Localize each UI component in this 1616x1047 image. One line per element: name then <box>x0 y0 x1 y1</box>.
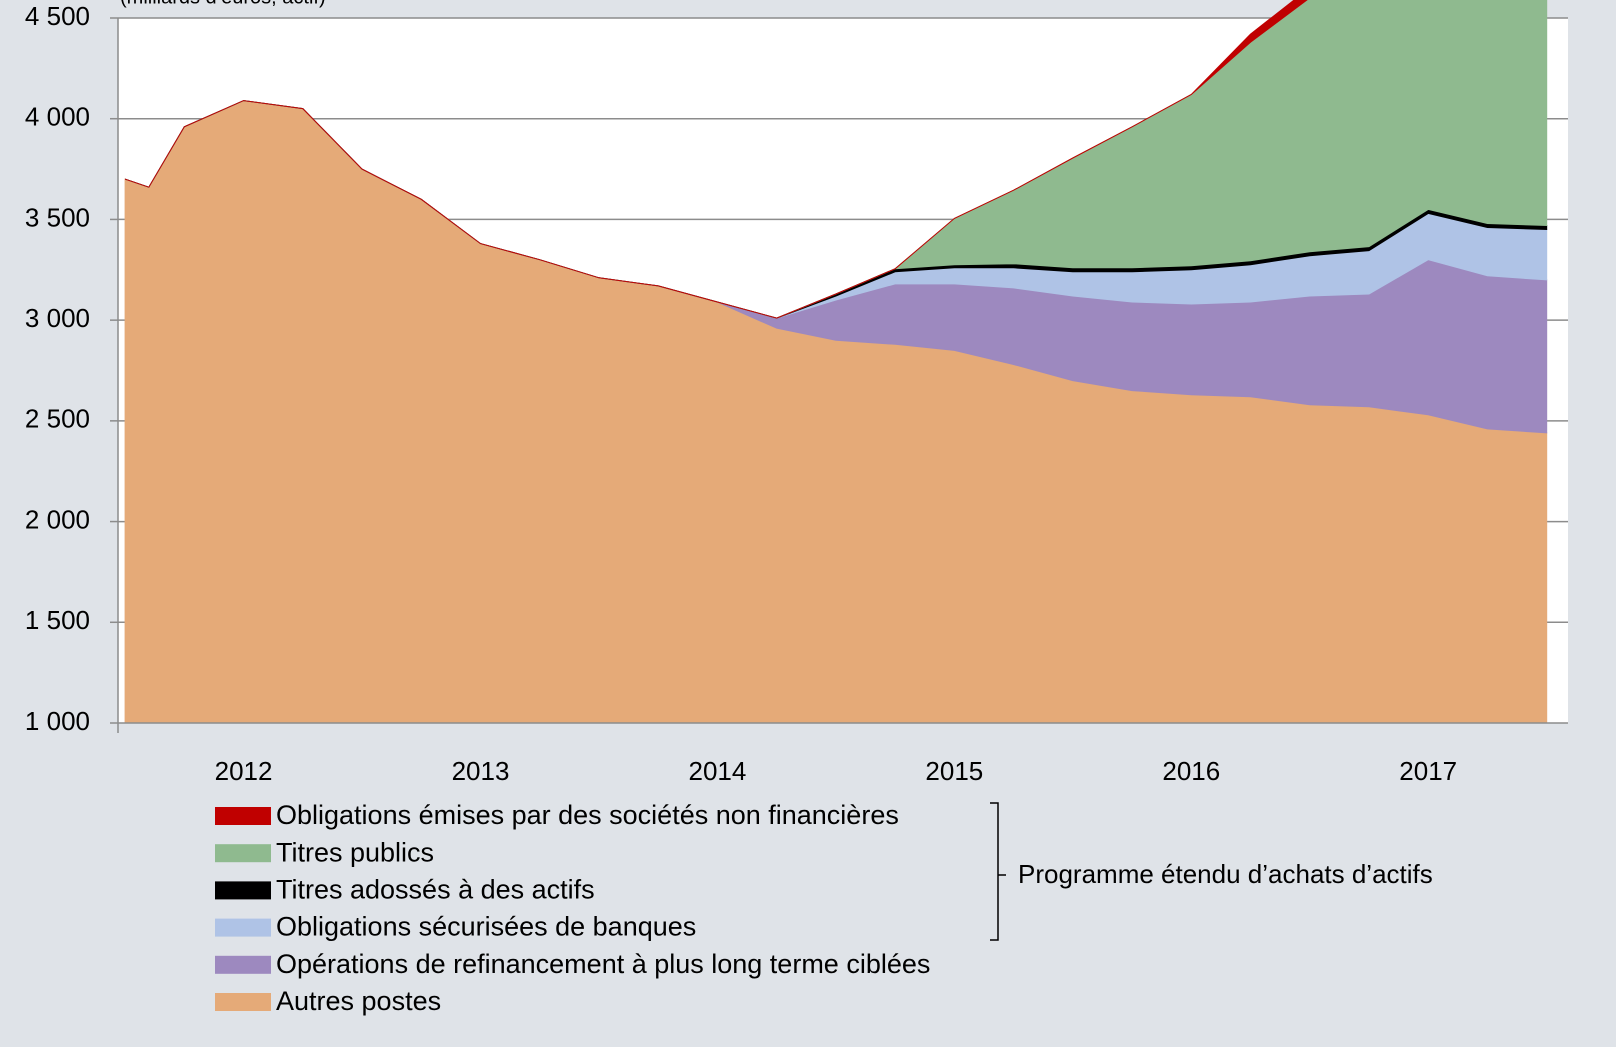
y-tick-label: 2 000 <box>25 504 90 534</box>
x-tick-label: 2014 <box>689 756 747 786</box>
annotation: Programme étendu d’achats d’actifs <box>1018 859 1433 889</box>
y-tick-label: 1 000 <box>25 706 90 736</box>
legend-swatch <box>215 918 271 937</box>
legend-label: Autres postes <box>276 986 441 1016</box>
y-tick-label: 1 500 <box>25 605 90 635</box>
legend-label: Obligations sécurisées de banques <box>276 912 696 942</box>
legend-label: Titres publics <box>276 837 434 867</box>
legend-swatch <box>215 807 271 825</box>
y-tick-label: 3 000 <box>25 303 90 333</box>
y-tick-label: 4 500 <box>25 1 90 31</box>
area <box>124 0 1308 319</box>
legend-swatch <box>215 955 271 974</box>
legend-swatch <box>215 844 271 863</box>
y-tick-label: 4 000 <box>25 102 90 132</box>
x-tick-label: 2016 <box>1162 756 1220 786</box>
bracket <box>990 802 1006 941</box>
x-tick-label: 2017 <box>1399 756 1457 786</box>
legend-label: Obligations émises par des sociétés non … <box>276 800 899 830</box>
y-tick-label: 2 500 <box>25 404 90 434</box>
legend-swatch <box>215 993 271 1011</box>
x-tick-label: 2013 <box>452 756 510 786</box>
chart-subtitle: (milliards d’euros, actif) <box>120 0 326 8</box>
x-tick-label: 2012 <box>215 756 273 786</box>
legend-swatch <box>215 881 271 900</box>
y-tick-label: 3 500 <box>25 202 90 232</box>
x-tick-label: 2015 <box>925 756 983 786</box>
legend-label: Opérations de refinancement à plus long … <box>276 949 930 979</box>
legend-label: Titres adossés à des actifs <box>276 875 595 905</box>
